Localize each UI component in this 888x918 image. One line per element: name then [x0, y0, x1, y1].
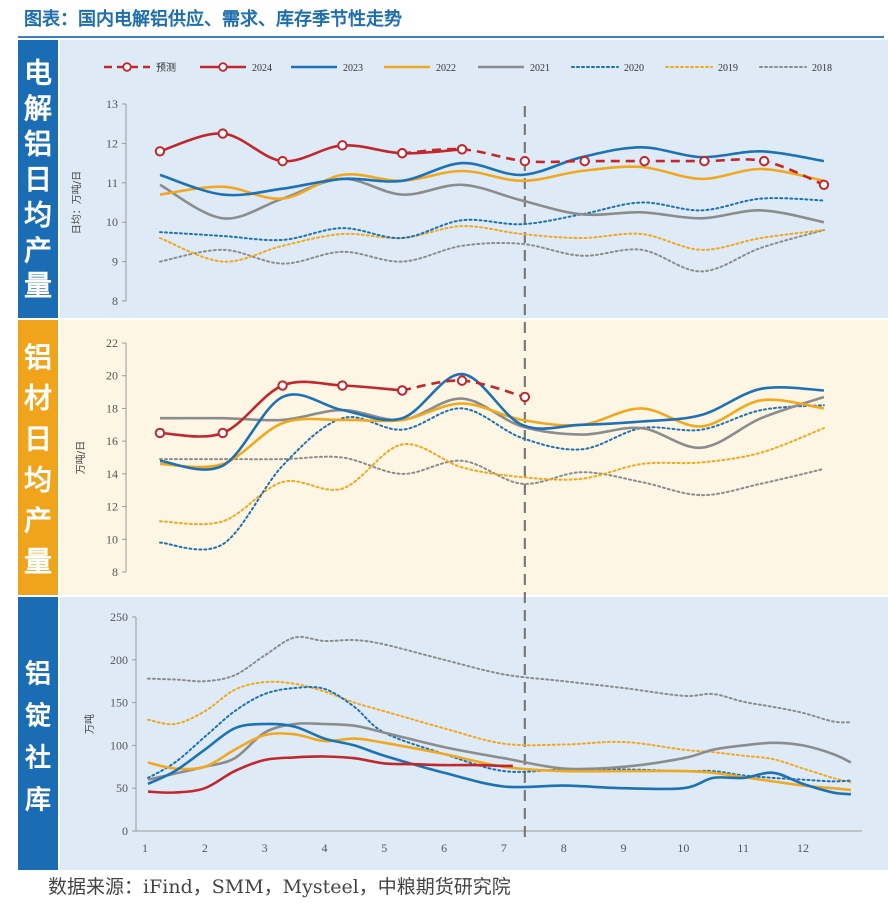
panel-2-series-2019 [159, 427, 825, 526]
panel-3-y-tick-label: 100 [110, 738, 128, 752]
panel-3-side-label: 铝锭社库 [25, 659, 51, 815]
legend-label-2018: 2018 [812, 63, 832, 74]
panel-1-marker-2024 [337, 140, 348, 151]
x-tick-label: 11 [737, 841, 749, 855]
panel-3-series-2019 [147, 680, 852, 784]
panel-2-series-2021 [159, 395, 825, 450]
panel-1-background [60, 40, 888, 318]
panel-2-y-axis-label: 万吨/日 [74, 441, 87, 474]
panel-1-series-2021 [159, 177, 825, 224]
panel-1-side-label: 电解铝日均产量 [24, 57, 52, 303]
panel-3-series-2024 [147, 755, 513, 794]
legend-label-2022: 2022 [436, 63, 456, 74]
panel-2-y-tick-label: 20 [106, 369, 118, 383]
x-tick-label: 10 [677, 841, 689, 855]
panel-2-background [60, 320, 888, 595]
panel-2-y-tick-label: 18 [106, 401, 118, 415]
x-tick-label: 9 [621, 841, 627, 855]
panel-1-marker-2024 [154, 146, 166, 157]
panel-1-series-2020 [159, 197, 825, 242]
panel-2-y-tick-label: 22 [106, 336, 118, 350]
x-tick-label: 2 [202, 841, 208, 855]
panel-2-y-tick-label: 14 [106, 467, 118, 481]
x-tick-label: 7 [501, 841, 507, 855]
legend-marker-2024 [218, 62, 228, 72]
panel-3-y-axis-label: 万吨 [83, 714, 96, 734]
panel-2-marker-预测 [397, 385, 408, 396]
panel-3-series-2023 [147, 722, 852, 796]
panel-1-marker-2024 [277, 155, 288, 167]
legend-label-2024: 2024 [252, 63, 272, 74]
panel-1-y-tick-label: 8 [112, 294, 118, 308]
panel-2-y-tick-label: 10 [106, 532, 118, 546]
panel-2-marker-预测 [456, 375, 468, 386]
panel-2-series-2018 [159, 455, 825, 497]
panel-1-series-2019 [159, 225, 825, 263]
panel-2-side-label: 铝材日均产量 [24, 341, 52, 578]
x-tick-label: 8 [561, 841, 567, 855]
x-tick-label: 12 [797, 841, 809, 855]
panel-3-y-tick-label: 200 [110, 653, 128, 667]
legend-label-2019: 2019 [718, 63, 738, 74]
panel-3-y-tick-label: 250 [110, 610, 128, 624]
panel-1-y-tick-label: 13 [106, 97, 118, 111]
side-bar-3 [18, 597, 58, 870]
x-tick-label: 6 [441, 841, 447, 855]
panel-2-series-2022 [159, 398, 825, 469]
side-bar-1 [18, 40, 58, 318]
panel-1-marker-预测 [699, 155, 710, 167]
panel-3-y-tick-label: 0 [122, 824, 128, 838]
panel-2-y-tick-label: 12 [106, 500, 118, 514]
panel-2-marker-预测 [519, 391, 531, 403]
panel-3-background [60, 597, 888, 870]
x-tick-label: 5 [381, 841, 387, 855]
legend-marker-预测 [122, 62, 132, 72]
figure-title: 图表：国内电解铝供应、需求、库存季节性走势 [24, 9, 402, 30]
panel-1-marker-预测 [519, 155, 531, 167]
panel-2-y-tick-label: 16 [106, 434, 118, 448]
data-source-note: 数据来源：iFind，SMM，Mysteel，中粮期货研究院 [48, 876, 511, 898]
panel-1-marker-预测 [397, 148, 408, 159]
panel-3-series-2022 [147, 732, 852, 792]
legend-label-2023: 2023 [343, 63, 363, 74]
panel-3-series-2018 [147, 635, 852, 724]
panel-1-y-axis-label: 日均：万吨/日 [70, 171, 83, 234]
panel-1-marker-预测 [639, 155, 650, 167]
panel-1-marker-预测 [579, 155, 590, 167]
panel-1-marker-2024 [217, 128, 228, 139]
panel-1-y-tick-label: 11 [106, 176, 118, 190]
legend-label-2021: 2021 [530, 63, 550, 74]
x-tick-label: 3 [262, 841, 268, 855]
panel-2-series-2020 [159, 404, 825, 551]
title-rule [18, 36, 884, 38]
panel-2-marker-2024 [337, 380, 348, 391]
legend-label-预测: 预测 [156, 61, 176, 74]
panel-2-marker-2024 [217, 427, 228, 439]
panel-1-marker-预测 [818, 179, 830, 190]
panel-3-y-tick-label: 50 [116, 781, 128, 795]
panel-1-y-tick-label: 10 [106, 215, 118, 229]
panel-1-marker-预测 [758, 155, 770, 167]
panel-2-marker-2024 [154, 427, 166, 439]
panel-2-marker-2024 [277, 380, 288, 391]
panel-2-y-tick-label: 8 [112, 565, 118, 579]
panel-1-series-2018 [159, 229, 825, 273]
panel-1-y-tick-label: 12 [106, 136, 118, 150]
side-bar-2 [18, 320, 58, 595]
legend-label-2020: 2020 [624, 63, 644, 74]
panel-1-marker-预测 [456, 144, 468, 155]
panel-1-y-tick-label: 9 [112, 255, 118, 269]
panel-2-series-2023 [159, 372, 824, 471]
panel-1-series-2022 [159, 165, 825, 200]
x-tick-label: 4 [321, 841, 327, 855]
x-tick-label: 1 [142, 841, 148, 855]
panel-3-series-2021 [147, 722, 852, 781]
panel-3-y-tick-label: 150 [110, 696, 128, 710]
